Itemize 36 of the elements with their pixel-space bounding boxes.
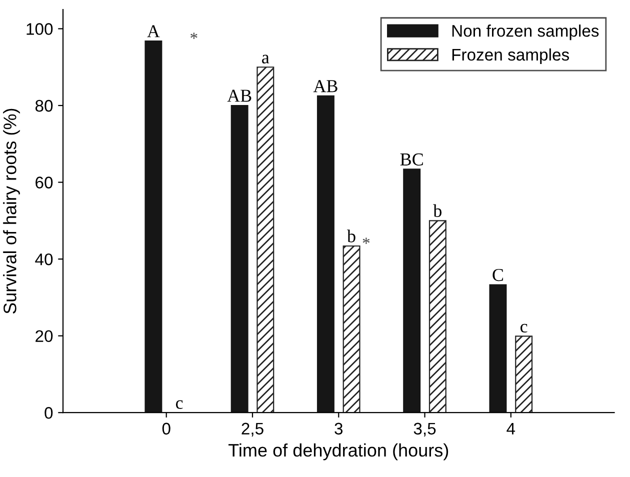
x-tick-label: 3,5 (414, 422, 436, 437)
x-tick-label: 0 (162, 422, 170, 435)
data-label: c (176, 400, 183, 409)
y-tick-label: 80 (35, 100, 53, 112)
x-tick-label: 4 (506, 422, 516, 434)
data-label: c (520, 324, 528, 333)
bar (489, 284, 507, 413)
data-label: A (147, 25, 160, 38)
bar (342, 245, 360, 413)
bar (403, 168, 421, 413)
x-axis-title: Time of dehydration (hours) (228, 443, 448, 460)
x-tick-label: 3 (334, 422, 343, 435)
y-tick-label: 100 (26, 23, 53, 35)
data-label: C (492, 268, 503, 282)
data-label: AB (227, 90, 252, 102)
data-label: BC (400, 153, 423, 166)
bar (316, 95, 334, 413)
legend-label: Non frozen samples (452, 24, 599, 40)
y-axis-title: Survival of hairy roots (%) (3, 108, 20, 314)
x-tick-label: 2,5 (242, 422, 264, 437)
bar (428, 220, 446, 413)
annotation: * (190, 32, 198, 39)
data-label: a (262, 54, 270, 64)
y-tick-label: 0 (44, 407, 53, 419)
bar (230, 104, 248, 413)
y-tick-label: 20 (36, 330, 53, 342)
legend-label: Frozen samples (452, 48, 570, 64)
bar (515, 336, 533, 413)
data-label: b (433, 204, 442, 217)
bar (144, 40, 162, 413)
y-tick-label: 40 (35, 253, 53, 266)
data-label: b (347, 230, 356, 242)
bar (256, 66, 274, 413)
data-label: AB (313, 80, 338, 92)
y-tick-label: 60 (36, 176, 53, 188)
annotation: * (362, 238, 370, 244)
